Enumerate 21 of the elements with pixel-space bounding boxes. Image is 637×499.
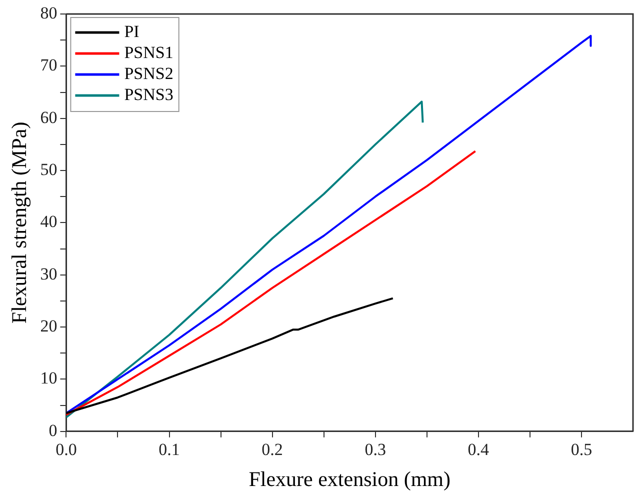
y-tick-label: 20 — [40, 316, 58, 336]
x-tick-label: 0.0 — [56, 440, 77, 460]
y-tick-label: 40 — [40, 212, 58, 232]
legend-label: PSNS3 — [124, 84, 174, 104]
y-tick-label: 70 — [40, 56, 58, 75]
y-axis-title: Flexural strength (MPa) — [7, 122, 32, 324]
y-tick-label: 50 — [40, 160, 58, 179]
y-tick-label: 60 — [40, 108, 58, 127]
x-tick-label: 0.3 — [364, 440, 386, 460]
x-tick-label: 0.4 — [468, 440, 490, 460]
legend-label: PI — [124, 22, 140, 41]
x-tick-label: 0.2 — [262, 440, 283, 460]
x-tick-label: 0.1 — [158, 440, 180, 460]
x-axis-title: Flexure extension (mm) — [248, 466, 450, 491]
y-tick-label: 10 — [40, 368, 58, 388]
x-tick-label: 0.5 — [570, 440, 592, 460]
y-tick-label: 0 — [48, 420, 58, 440]
legend-label: PSNS2 — [124, 64, 174, 83]
y-tick-label: 80 — [40, 3, 58, 22]
legend-label: PSNS1 — [124, 42, 174, 62]
y-tick-label: 30 — [40, 264, 58, 284]
